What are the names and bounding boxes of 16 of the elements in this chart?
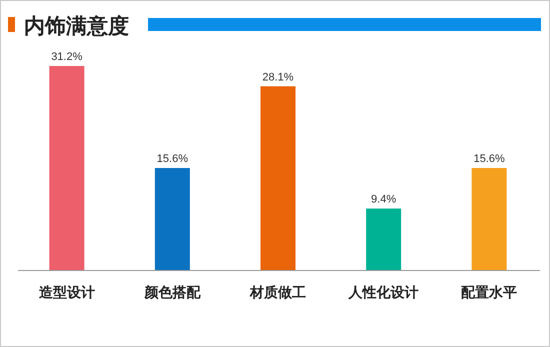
data-label: 9.4% [371,194,396,206]
data-label: 28.1% [262,71,294,84]
bar [366,208,402,270]
x-tick-label: 人性化设计 [348,284,419,300]
data-label: 15.6% [156,153,188,165]
bar [472,168,507,270]
x-tick-label: 配置水平 [461,284,518,300]
bar [260,86,296,270]
bar [49,66,84,270]
x-tick-label: 颜色搭配 [143,284,202,300]
data-label: 31.2% [51,51,83,63]
data-label: 15.6% [474,153,506,165]
chart-title: 内饰满意度 [24,14,129,38]
x-tick-label: 材质做工 [249,284,306,300]
x-tick-label: 造型设计 [38,284,95,300]
bar [154,168,190,270]
